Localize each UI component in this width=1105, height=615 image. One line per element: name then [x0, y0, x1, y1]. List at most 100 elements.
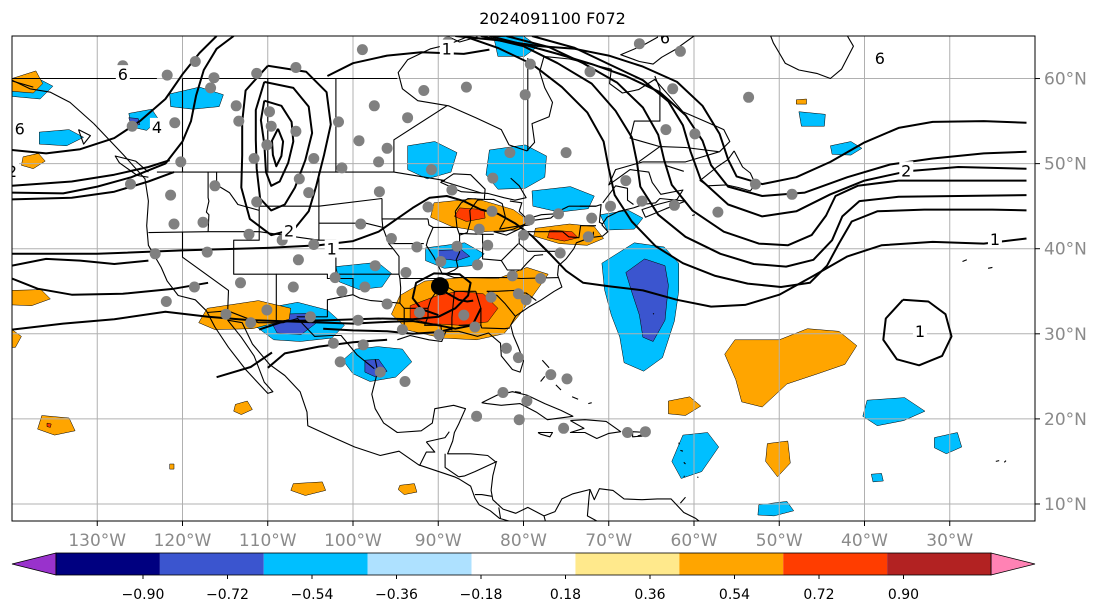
- station-dot: [636, 195, 648, 207]
- shaded-region-5: [625, 258, 669, 342]
- coastline-segment-95: [571, 396, 579, 400]
- storm-center-marker: [430, 277, 449, 296]
- station-dot: [553, 208, 564, 220]
- station-dot: [169, 117, 181, 129]
- colorbar-extend-low: [11, 552, 57, 576]
- station-dot: [435, 256, 447, 267]
- station-dot: [674, 45, 686, 57]
- station-dot: [561, 373, 573, 385]
- station-dot: [471, 410, 483, 422]
- station-dot: [519, 89, 531, 101]
- coastline-segment-73: [12, 80, 34, 88]
- station-dot: [293, 173, 305, 185]
- station-dot: [518, 229, 529, 241]
- station-dot: [749, 178, 761, 190]
- contour-label-bg: [872, 48, 887, 67]
- station-dot: [369, 260, 381, 272]
- station-dot: [512, 288, 524, 300]
- contour-line-6: [12, 307, 482, 331]
- contour-line-14: [506, 36, 1027, 247]
- station-dot: [359, 281, 371, 293]
- station-dot: [586, 212, 598, 224]
- contour-label: 2: [284, 222, 294, 241]
- contour-label: 1: [990, 230, 1000, 249]
- station-dot: [396, 324, 408, 336]
- coastline-segment-54: [525, 225, 596, 239]
- contour-label: 2: [901, 161, 911, 180]
- contour-line-23: [12, 277, 209, 296]
- station-dot: [485, 291, 497, 303]
- coastline-segment-60: [500, 254, 544, 271]
- colorbar-tick-label: −0.72: [206, 587, 249, 603]
- station-layer: [117, 36, 798, 438]
- coastline-segment-86: [962, 259, 968, 263]
- coastline-segment-68: [393, 105, 448, 173]
- lon-tick-label: 70°W: [585, 531, 632, 551]
- coastline-segment-97: [514, 391, 521, 394]
- station-dot: [620, 175, 632, 187]
- station-dot: [209, 180, 221, 192]
- coastline-segment-5: [481, 391, 574, 421]
- coastline-segment-29: [205, 172, 210, 232]
- coastline-segment-80: [680, 449, 684, 452]
- coastline-segment-17: [207, 310, 375, 370]
- station-dot: [230, 100, 242, 112]
- station-dot: [308, 239, 320, 250]
- station-dot: [512, 352, 524, 364]
- shaded-region-34: [12, 289, 51, 306]
- station-dot: [622, 427, 633, 438]
- station-dot: [482, 239, 494, 251]
- station-dot: [160, 296, 172, 307]
- station-dot: [205, 82, 217, 94]
- station-dot: [605, 200, 616, 212]
- station-dot: [743, 91, 755, 103]
- shaded-region-39: [233, 400, 253, 415]
- shaded-region-26: [830, 141, 863, 156]
- station-dot: [336, 162, 348, 174]
- contour-label: 4: [0, 149, 10, 168]
- station-dot: [497, 387, 509, 398]
- coastline-segment-94: [555, 384, 562, 391]
- lon-tick-label: 90°W: [415, 531, 462, 551]
- colorbar-tick-label: 0.18: [550, 587, 581, 603]
- station-dot: [355, 218, 367, 230]
- contour-label: 6: [15, 120, 25, 139]
- station-dot: [535, 273, 547, 284]
- coastline-segment-63: [602, 185, 634, 205]
- station-dot: [201, 246, 213, 258]
- colorbar-outline: [55, 552, 992, 576]
- coastline-segment-85: [987, 266, 993, 269]
- lat-tick-label: 40°N: [1044, 240, 1087, 260]
- contour-label-bg: [12, 119, 27, 138]
- shaded-region-42: [169, 463, 175, 470]
- shaded-region-44: [870, 473, 884, 483]
- station-dot: [373, 186, 385, 198]
- station-dot: [582, 231, 594, 243]
- coastline-segment-47: [480, 325, 510, 330]
- lat-tick-label: 10°N: [1044, 495, 1087, 515]
- station-dot: [472, 259, 483, 271]
- lon-tick-label: 50°W: [756, 531, 803, 551]
- coastline-segment-81: [683, 461, 686, 465]
- contour-label-layer: 12246216621164: [0, 36, 1002, 341]
- station-dot: [469, 321, 481, 333]
- station-dot: [245, 317, 257, 329]
- colorbar-tick-label: 0.54: [719, 587, 750, 603]
- station-dot: [414, 307, 425, 318]
- station-dot: [292, 254, 304, 266]
- station-dot: [558, 422, 570, 434]
- shaded-region-32: [765, 440, 791, 478]
- shaded-region-38: [46, 422, 52, 428]
- contour-line-15: [480, 36, 1027, 268]
- shaded-region-40: [290, 481, 327, 496]
- coastline-segment-2: [397, 36, 731, 373]
- lat-tick-label: 30°N: [1044, 325, 1087, 345]
- station-dot: [353, 135, 365, 147]
- shaded-region-28: [934, 432, 963, 455]
- lat-tick-label: 60°N: [1044, 70, 1087, 90]
- coastline-segment-0: [93, 123, 525, 521]
- shaded-region-43: [796, 98, 807, 105]
- storm-layer: [430, 277, 474, 303]
- station-dot: [126, 120, 138, 132]
